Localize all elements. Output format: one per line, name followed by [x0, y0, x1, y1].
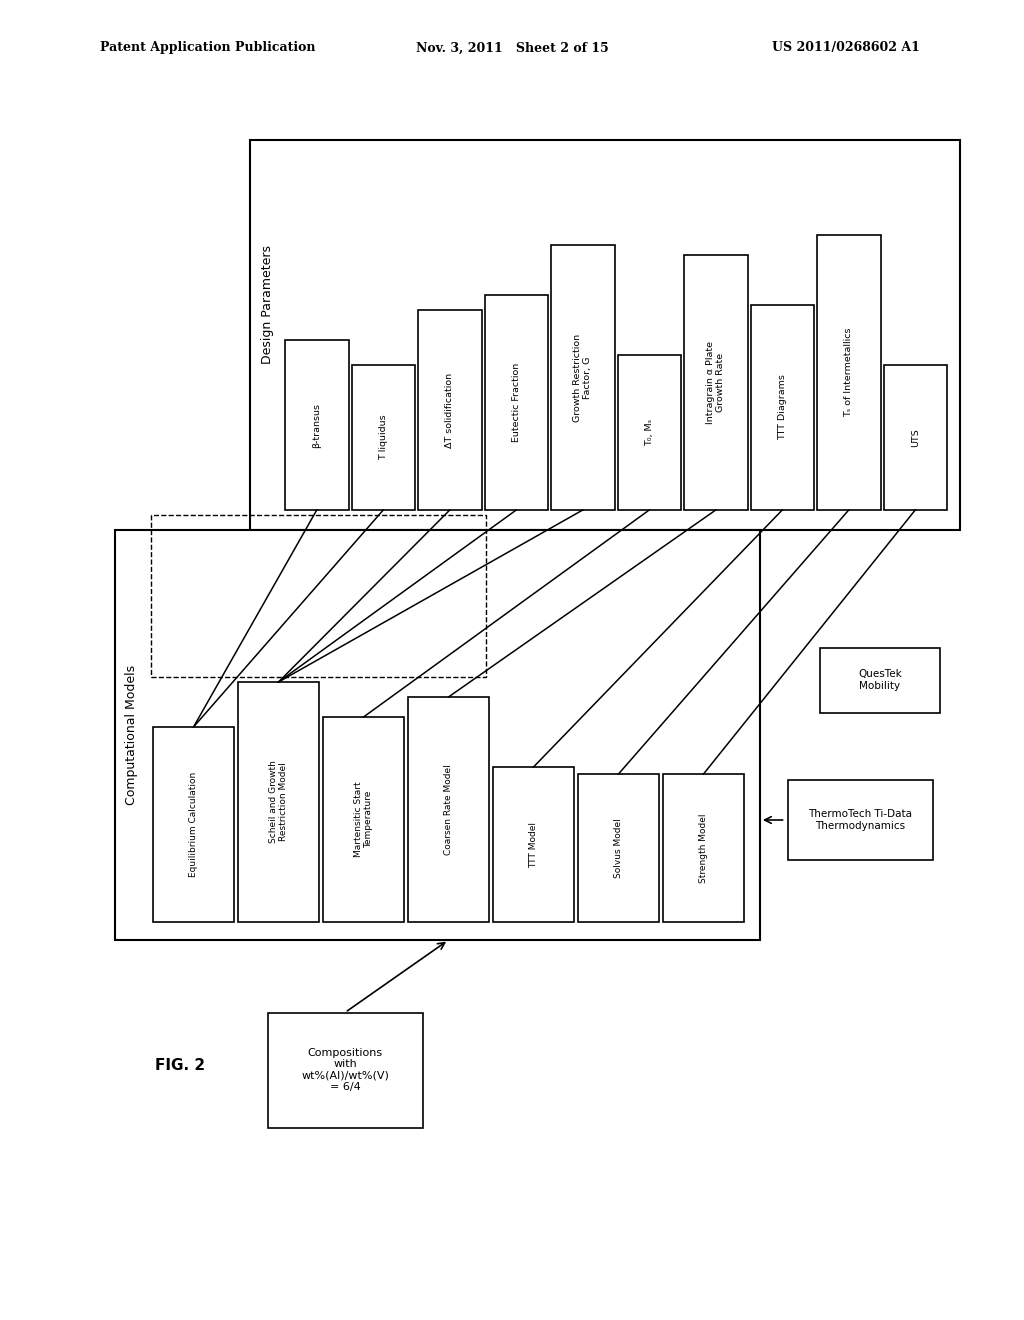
Text: TTT Model: TTT Model [529, 821, 538, 867]
Bar [617, 355, 681, 510]
Text: US 2011/0268602 A1: US 2011/0268602 A1 [772, 41, 920, 54]
Bar [238, 682, 319, 921]
Bar [484, 294, 548, 510]
Bar [418, 310, 481, 510]
Text: UTS: UTS [910, 428, 920, 447]
Bar [250, 140, 961, 531]
Text: Growth Restriction
Factor, G: Growth Restriction Factor, G [573, 334, 593, 421]
Bar [684, 255, 748, 510]
Text: T liquidus: T liquidus [379, 414, 388, 461]
Text: TTT Diagrams: TTT Diagrams [778, 375, 786, 441]
Bar [751, 305, 814, 510]
Bar [551, 246, 614, 510]
Text: Equilibrium Calculation: Equilibrium Calculation [189, 772, 198, 876]
Text: Tₛ of Intermetallics: Tₛ of Intermetallics [844, 327, 853, 417]
Text: Scheil and Growth
Restriction Model: Scheil and Growth Restriction Model [268, 760, 288, 843]
Bar [820, 648, 940, 713]
Text: β-transus: β-transus [312, 403, 322, 447]
Bar [351, 366, 415, 510]
Bar [493, 767, 574, 921]
Bar [153, 727, 234, 921]
Bar [578, 774, 659, 921]
Bar [323, 717, 404, 921]
Text: ThermoTech Ti-Data
Thermodynamics: ThermoTech Ti-Data Thermodynamics [808, 809, 912, 830]
Text: T₀, Mₛ: T₀, Mₛ [645, 418, 653, 446]
Bar [285, 341, 348, 510]
Bar [115, 531, 760, 940]
Bar [884, 366, 947, 510]
Text: Design Parameters: Design Parameters [260, 246, 273, 364]
Text: Computational Models: Computational Models [126, 665, 138, 805]
Text: Coarsen Rate Model: Coarsen Rate Model [444, 764, 453, 855]
Text: Intragrain α Plate
Growth Rate: Intragrain α Plate Growth Rate [707, 341, 725, 424]
Bar [663, 774, 744, 921]
Bar [817, 235, 881, 510]
Text: Solvus Model: Solvus Model [614, 818, 623, 878]
Text: Compositions
with
wt%(Al)/wt%(V)
= 6/4: Compositions with wt%(Al)/wt%(V) = 6/4 [301, 1048, 389, 1093]
Text: Martensitic Start
Temperature: Martensitic Start Temperature [354, 781, 373, 857]
Bar [787, 780, 933, 861]
Text: Patent Application Publication: Patent Application Publication [100, 41, 315, 54]
Text: FIG. 2: FIG. 2 [155, 1057, 205, 1072]
Text: Strength Model: Strength Model [699, 813, 708, 883]
Text: QuesTek
Mobility: QuesTek Mobility [858, 669, 902, 690]
Bar [408, 697, 489, 921]
Text: ΔT solidification: ΔT solidification [445, 372, 455, 447]
Text: Nov. 3, 2011   Sheet 2 of 15: Nov. 3, 2011 Sheet 2 of 15 [416, 41, 608, 54]
Bar [267, 1012, 423, 1127]
Text: Eutectic Fraction: Eutectic Fraction [512, 363, 521, 442]
